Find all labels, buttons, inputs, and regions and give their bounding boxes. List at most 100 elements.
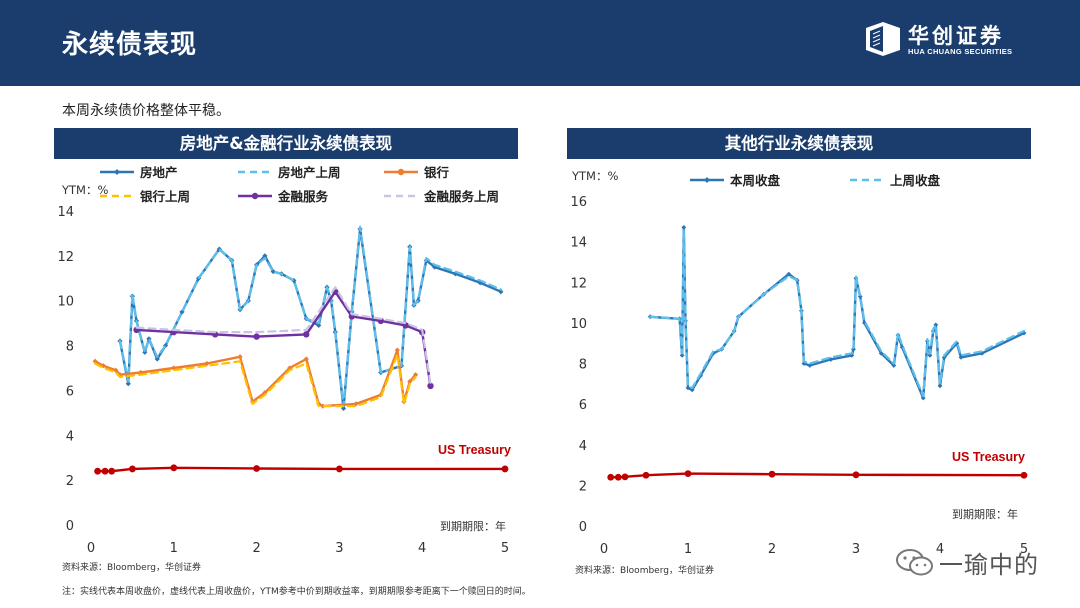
- chart1-ytick-10: 10: [570, 317, 587, 332]
- chart0-series-0-point-1: [125, 381, 131, 387]
- chart0-legend-label-1: 房地产上周: [278, 165, 341, 180]
- logo-english-text: HUA CHUANG SECURITIES: [908, 47, 1013, 56]
- chart1-series-2-point-0: [607, 473, 615, 481]
- chart1-legend-label-0: 本周收盘: [730, 173, 781, 188]
- chart0-series-2-point-6: [204, 360, 210, 367]
- chart1-series-0-point-30: [927, 352, 933, 358]
- chart1-series-2-point-5: [768, 470, 776, 478]
- chart0-ytick-6: 6: [66, 384, 74, 399]
- footnote: 注：实线代表本周收盘价，虚线代表上周收盘价，YTM参考中价到期收益率，到期期限参…: [62, 587, 531, 597]
- chart1-series-0-point-38: [1021, 330, 1027, 336]
- chart0-series-6-point-7: [501, 465, 509, 473]
- chart0-ytick-0: 0: [66, 519, 74, 534]
- chart0-series-1-line: [118, 225, 502, 408]
- chart0-series-0-point-20: [316, 322, 322, 328]
- chart1-annotation: US Treasury: [952, 450, 1025, 464]
- chart1-series-0-point-24: [878, 350, 884, 356]
- chart1-ytick-14: 14: [570, 236, 587, 251]
- chart1-series-2-point-6: [852, 471, 860, 479]
- chart0-series-0-point-5: [146, 336, 152, 342]
- chart0-ytick-2: 2: [66, 474, 74, 489]
- chart1-series-2-point-3: [642, 471, 650, 479]
- chart0-series-2-point-19: [412, 372, 419, 378]
- chart0-legend-label-4: 金融服务: [277, 189, 329, 204]
- chart1-series-0-point-13: [786, 271, 792, 277]
- chart0-ytick-4: 4: [66, 429, 74, 444]
- chart0-ytick-10: 10: [57, 295, 74, 310]
- chart1-series-0-point-22: [857, 294, 863, 299]
- chart0-series-6-point-6: [336, 465, 343, 473]
- chart0-series-2-point-2: [113, 367, 119, 373]
- chart0-xtick-5: 5: [501, 541, 509, 556]
- chart0-legend-label-5: 金融服务上周: [423, 189, 499, 204]
- chart0-series-2-point-14: [353, 401, 359, 407]
- chart1-legend-marker-0: [704, 177, 710, 183]
- chart0-series-6-point-2: [108, 467, 116, 475]
- chart1-ytick-2: 2: [579, 479, 587, 494]
- chart1-series-0-point-6: [689, 387, 695, 393]
- chart0-ytick-14: 14: [57, 205, 74, 220]
- chart1-ytick-16: 16: [570, 195, 587, 210]
- chart1-series-0-point-2: [679, 352, 685, 358]
- chart1-series-0-point-34: [941, 355, 947, 360]
- chart0-series-2-point-16: [394, 347, 400, 353]
- right-source: 资料来源：Bloomberg，华创证券: [575, 566, 714, 576]
- chart1-series-0-point-28: [920, 395, 926, 401]
- chart0-series-0-point-16: [270, 268, 276, 275]
- chart0-legend-marker-4: [251, 192, 259, 200]
- chart0-ytick-12: 12: [57, 250, 74, 265]
- chart1-series-2-point-4: [684, 470, 692, 477]
- chart1-series-0-point-17: [807, 363, 813, 368]
- chart0-series-6-point-3: [129, 465, 136, 473]
- chart0-xtick-4: 4: [418, 541, 426, 556]
- chart0-xtick-0: 0: [87, 541, 95, 556]
- page-title: 永续债表现: [62, 30, 198, 60]
- chart0-xtick-3: 3: [335, 541, 343, 556]
- chart1-xlabel: 到期期限：年: [952, 507, 1018, 521]
- chart0-series-0-point-24: [340, 405, 347, 411]
- chart0-series-4-point-4: [303, 331, 310, 338]
- wechat-icon: [896, 549, 933, 576]
- chart1-xtick-0: 0: [600, 542, 608, 557]
- chart1-ytick-0: 0: [579, 520, 587, 535]
- right-chart-title: 其他行业永续债表现: [567, 128, 1031, 159]
- chart1-series-0-point-33: [937, 383, 943, 389]
- chart0-series-6-line: [96, 466, 507, 473]
- chart1-ytick-6: 6: [579, 398, 587, 413]
- chart0-legend-label-3: 银行上周: [140, 189, 190, 204]
- chart1-xtick-4: 4: [936, 542, 944, 557]
- chart0-series-2-point-11: [303, 356, 309, 362]
- chart1-ytick-12: 12: [570, 276, 587, 291]
- chart0-series-0-point-36: [498, 289, 504, 295]
- chart0-series-6-point-4: [170, 464, 178, 472]
- summary-text: 本周永续债价格整体平稳。: [62, 103, 230, 119]
- chart0-xtick-1: 1: [170, 541, 178, 556]
- chart1-series-0-point-36: [958, 355, 964, 360]
- chart1-series-2-point-2: [621, 473, 629, 481]
- chart0-series-6-point-5: [253, 465, 260, 472]
- chart0-legend-label-2: 银行: [424, 165, 450, 180]
- header-bar: 永续债表现 华创证券 HUA CHUANG SECURITIES: [0, 0, 1080, 86]
- company-logo: 华创证券 HUA CHUANG SECURITIES: [864, 20, 1054, 60]
- chart0-series-4-point-10: [427, 382, 434, 390]
- chart0-xlabel: 到期期限：年: [440, 519, 506, 533]
- chart1-ytick-8: 8: [579, 358, 587, 373]
- chart0-annotation: US Treasury: [438, 443, 511, 457]
- chart1-series-2-line: [609, 472, 1026, 479]
- chart0-legend-marker-0: [114, 169, 120, 175]
- chart1-ylabel: YTM：%: [571, 169, 618, 183]
- chart0-series-2-point-0: [92, 358, 98, 364]
- chart1-legend-label-1: 上周收盘: [890, 173, 941, 188]
- chart1-series-0-point-20: [851, 346, 856, 352]
- chart0-legend-label-0: 房地产: [140, 165, 178, 180]
- chart1-series-0-point-5: [685, 385, 691, 391]
- chart0-series-6-point-1: [101, 467, 109, 475]
- chart1-series-1-line: [649, 228, 1026, 398]
- chart1-series-2-point-1: [614, 473, 622, 481]
- chart0-legend-marker-2: [397, 168, 405, 176]
- chart1-series-2-point-7: [1020, 471, 1028, 479]
- chart0-series-6-point-0: [94, 467, 102, 475]
- chart1-xtick-2: 2: [768, 542, 776, 557]
- chart1-ytick-4: 4: [579, 439, 587, 454]
